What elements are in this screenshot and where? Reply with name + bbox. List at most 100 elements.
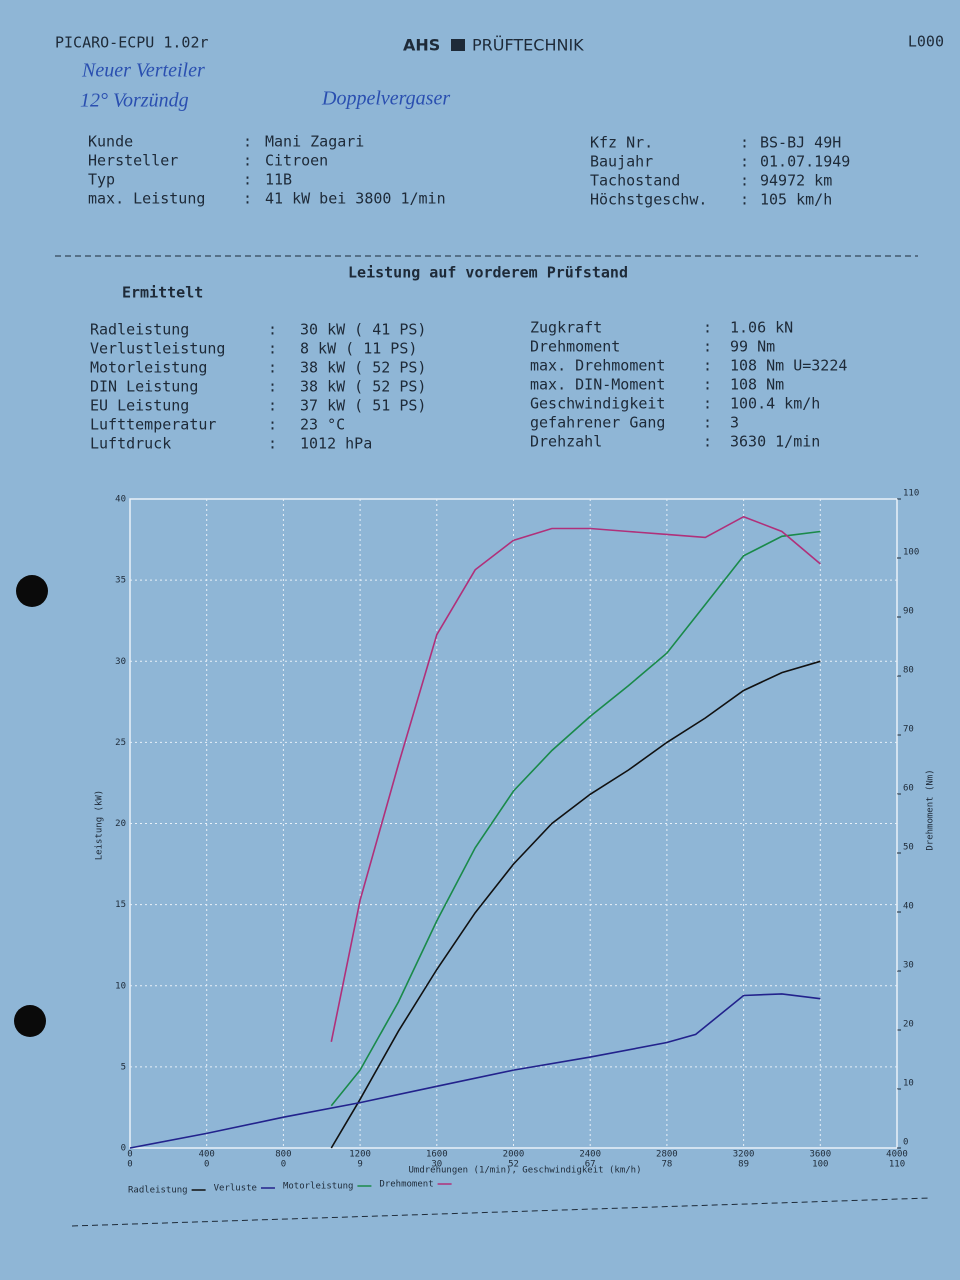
result-label: Motorleistung (90, 359, 207, 377)
result-value: 23 °C (300, 416, 345, 434)
x-tick-label: 2800 (656, 1150, 678, 1160)
vehicle-value: 94972 km (760, 172, 832, 190)
result-colon: : (703, 433, 712, 451)
punch-hole (14, 1005, 46, 1037)
result-colon: : (268, 397, 277, 415)
y-tick-label: 25 (115, 738, 126, 748)
speed-tick-label: 100 (812, 1160, 828, 1170)
x-tick-label: 1200 (349, 1150, 371, 1160)
y-tick-label: 40 (115, 495, 126, 505)
x-tick-label: 0 (127, 1150, 132, 1160)
y-axis-label: Leistung (kW) (95, 790, 105, 860)
result-value: 108 Nm U=3224 (730, 357, 847, 375)
y2-tick-label: 60 (903, 784, 914, 794)
result-label: gefahrener Gang (530, 414, 665, 432)
result-label: Drehzahl (530, 433, 602, 451)
legend-label: Drehmoment (379, 1180, 433, 1190)
result-label: Radleistung (90, 321, 189, 339)
result-value: 37 kW ( 51 PS) (300, 397, 426, 415)
result-colon: : (703, 338, 712, 356)
speed-tick-label: 67 (585, 1160, 596, 1170)
series-line (330, 660, 821, 1149)
series-line (330, 515, 821, 1042)
speed-tick-label: 0 (281, 1160, 286, 1170)
y2-tick-label: 90 (903, 607, 914, 617)
legend-label: Verluste (214, 1184, 257, 1194)
result-value: 30 kW ( 41 PS) (300, 321, 426, 339)
x-tick-label: 2400 (579, 1150, 601, 1160)
speed-tick-label: 30 (431, 1160, 442, 1170)
result-value: 38 kW ( 52 PS) (300, 359, 426, 377)
result-colon: : (268, 435, 277, 453)
y2-tick-label: 30 (903, 961, 914, 971)
y2-tick-label: 50 (903, 843, 914, 853)
vehicle-label: Typ (88, 171, 115, 189)
result-colon: : (268, 416, 277, 434)
x-tick-label: 3600 (809, 1150, 831, 1160)
x-tick-label: 400 (199, 1150, 215, 1160)
series-line (330, 530, 821, 1107)
y2-tick-label: 40 (903, 902, 914, 912)
y-tick-label: 30 (115, 657, 126, 667)
vehicle-value: 105 km/h (760, 191, 832, 209)
series-line (129, 993, 821, 1149)
x-tick-label: 3200 (733, 1150, 755, 1160)
result-value: 108 Nm (730, 376, 784, 394)
result-label: max. Drehmoment (530, 357, 665, 375)
vehicle-colon: : (740, 191, 749, 209)
vehicle-colon: : (243, 133, 252, 151)
brand: AHS (403, 36, 440, 55)
y2-tick-label: 0 (903, 1138, 908, 1148)
result-value: 100.4 km/h (730, 395, 820, 413)
result-value: 3630 1/min (730, 433, 820, 451)
result-label: Zugkraft (530, 319, 602, 337)
result-colon: : (268, 359, 277, 377)
y2-tick-label: 110 (903, 489, 919, 499)
x-tick-label: 1600 (426, 1150, 448, 1160)
program: PICARO-ECPU 1.02r (55, 34, 209, 52)
vehicle-value: 11B (265, 171, 292, 189)
result-value: 1012 hPa (300, 435, 372, 453)
vehicle-value: 01.07.1949 (760, 153, 850, 171)
result-value: 3 (730, 414, 739, 432)
x-axis-label: Umdrehungen (1/min), Geschwindigkeit (km… (409, 1166, 642, 1176)
result-colon: : (703, 395, 712, 413)
vehicle-value: BS-BJ 49H (760, 134, 841, 152)
vehicle-label: Baujahr (590, 153, 653, 171)
legend-label: Motorleistung (283, 1182, 353, 1192)
brand-suffix: PRÜFTECHNIK (472, 36, 584, 55)
vehicle-colon: : (740, 172, 749, 190)
vehicle-value: Mani Zagari (265, 133, 364, 151)
result-label: Luftdruck (90, 435, 171, 453)
y2-axis-label: Drehmoment (Nm) (926, 769, 936, 850)
result-colon: : (703, 357, 712, 375)
result-label: Lufttemperatur (90, 416, 216, 434)
section-title: Leistung auf vorderem Prüfstand (348, 264, 628, 282)
speed-tick-label: 9 (357, 1160, 362, 1170)
result-value: 38 kW ( 52 PS) (300, 378, 426, 396)
result-value: 8 kW ( 11 PS) (300, 340, 417, 358)
result-colon: : (268, 321, 277, 339)
result-value: 1.06 kN (730, 319, 793, 337)
speed-tick-label: 89 (738, 1160, 749, 1170)
vehicle-label: Höchstgeschw. (590, 191, 707, 209)
speed-tick-label: 110 (889, 1160, 905, 1170)
vehicle-colon: : (740, 134, 749, 152)
result-colon: : (703, 376, 712, 394)
y-tick-label: 15 (115, 900, 126, 910)
y2-tick-label: 80 (903, 666, 914, 676)
y-tick-label: 0 (121, 1144, 126, 1154)
result-label: EU Leistung (90, 397, 189, 415)
y-tick-label: 20 (115, 819, 126, 829)
vehicle-label: Hersteller (88, 152, 178, 170)
y2-tick-label: 70 (903, 725, 914, 735)
vehicle-label: max. Leistung (88, 190, 205, 208)
result-label: Verlustleistung (90, 340, 225, 358)
note: Neuer Verteiler (81, 60, 205, 82)
result-colon: : (703, 319, 712, 337)
y2-tick-label: 100 (903, 548, 919, 558)
code: L000 (908, 33, 944, 51)
legend-label: Radleistung (128, 1186, 188, 1196)
brand-square (451, 39, 465, 51)
